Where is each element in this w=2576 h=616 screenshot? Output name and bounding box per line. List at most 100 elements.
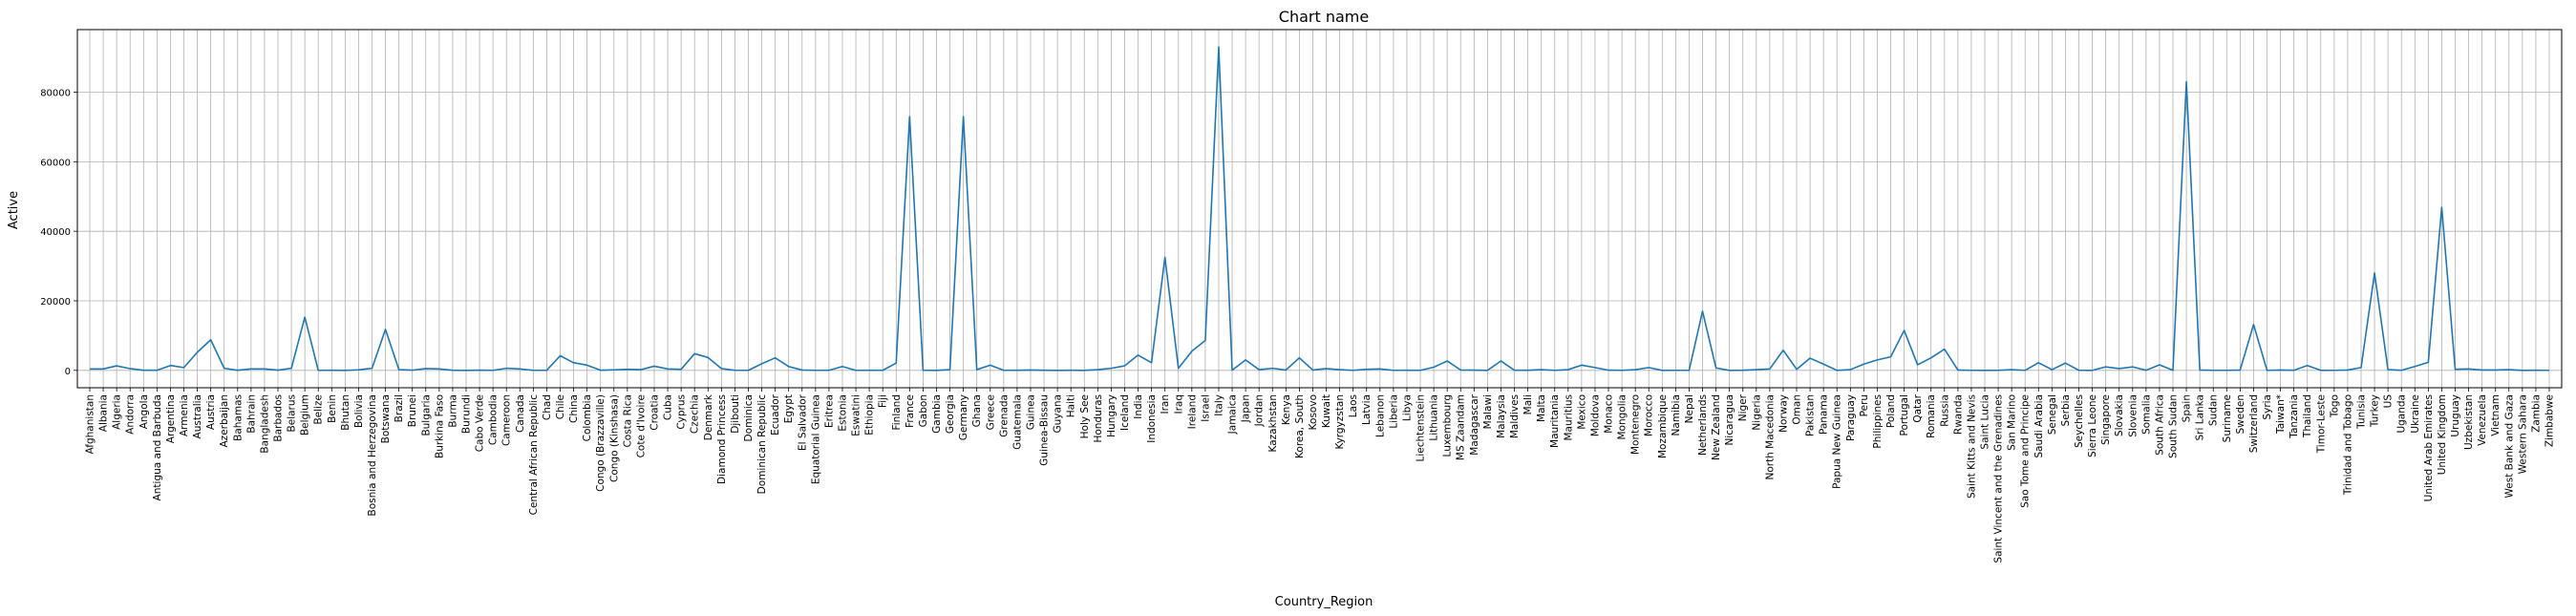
plot-frame — [76, 29, 2563, 389]
x-tick-label: Canada — [515, 394, 526, 433]
x-tick-label: Kyrgyzstan — [1334, 394, 1346, 450]
x-tick-label: US — [2383, 394, 2395, 409]
series-active — [90, 46, 2549, 372]
x-tick-label: Latvia — [1361, 394, 1373, 425]
x-tick-label: Georgia — [945, 394, 956, 434]
x-tick-label: Ireland — [1186, 394, 1198, 429]
x-tick-label: Cambodia — [488, 394, 500, 445]
x-tick-label: Serbia — [2060, 394, 2072, 426]
x-tick-label: Central African Republic — [528, 394, 540, 516]
x-tick-label: Ghana — [971, 394, 983, 427]
x-tick-label: Chad — [542, 394, 553, 420]
x-tick-label: Eritrea — [823, 394, 835, 428]
x-tick-label: Iraq — [1173, 394, 1184, 414]
x-tick-label: Russia — [1939, 394, 1950, 427]
x-tick-label: Sao Tome and Principe — [2020, 394, 2032, 508]
x-tick-label: Honduras — [1093, 394, 1104, 443]
x-tick-label: Ecuador — [770, 393, 781, 435]
y-axis-label: Active — [7, 191, 21, 229]
x-tick-label: Japan — [1241, 394, 1252, 423]
x-tick-label: Senegal — [2047, 394, 2058, 435]
x-tick-label: Zambia — [2530, 394, 2542, 433]
x-tick-label: Djibouti — [730, 394, 741, 434]
x-tick-label: Togo — [2329, 394, 2340, 418]
x-tick-label: Namibia — [1671, 394, 1682, 435]
x-tick-label: United Arab Emirates — [2423, 394, 2435, 501]
x-tick-label: Gambia — [931, 394, 943, 434]
x-tick-label: Kosovo — [1308, 394, 1319, 430]
y-tick-label: 20000 — [40, 297, 71, 308]
x-tick-label: Montenegro — [1630, 394, 1642, 455]
x-tick-label: Angola — [138, 394, 150, 429]
x-tick-label: South Sudan — [2168, 394, 2180, 458]
x-tick-label: Bhutan — [340, 394, 351, 431]
x-tick-label: Burkina Faso — [434, 394, 445, 458]
x-tick-label: Trinidad and Tobago — [2342, 394, 2353, 496]
x-tick-label: Bangladesh — [259, 394, 270, 454]
x-tick-label: Uzbekistan — [2463, 394, 2475, 450]
x-tick-label: Burundi — [460, 394, 472, 434]
x-tick-label: Morocco — [1644, 394, 1655, 436]
x-tick-label: Burma — [447, 394, 458, 428]
x-tick-label: Egypt — [783, 394, 795, 423]
x-tick-label: Papua New Guinea — [1832, 394, 1843, 489]
x-tick-label: El Salvador — [797, 393, 808, 451]
x-tick-label: Tunisia — [2356, 394, 2368, 430]
y-tick-label: 80000 — [40, 89, 71, 99]
x-tick-label: Liechtenstein — [1416, 394, 1427, 462]
x-tick-label: Bolivia — [353, 394, 365, 428]
x-tick-label: Peru — [1859, 394, 1870, 416]
x-tick-label: Bahamas — [232, 394, 244, 441]
x-tick-label: Indonesia — [1146, 394, 1158, 443]
x-tick-label: Brunei — [407, 394, 418, 427]
x-tick-label: United Kingdom — [2437, 394, 2448, 475]
y-tick-label: 0 — [65, 367, 71, 377]
x-tick-label: Jordan — [1254, 394, 1266, 427]
x-tick-label: China — [568, 394, 580, 423]
x-tick-label: Suriname — [2222, 394, 2233, 442]
x-tick-label: Bahrain — [245, 394, 257, 434]
x-tick-label: West Bank and Gaza — [2503, 394, 2515, 498]
x-tick-label: Iran — [1160, 394, 1171, 414]
x-tick-label: Guyana — [1053, 394, 1064, 434]
x-tick-label: Australia — [192, 394, 203, 438]
x-tick-label: Mozambique — [1657, 394, 1669, 458]
x-tick-label: Jamaica — [1227, 394, 1239, 435]
x-tick-label: Bulgaria — [420, 394, 432, 436]
x-tick-label: New Zealand — [1711, 394, 1722, 460]
x-tick-label: Iceland — [1119, 394, 1131, 431]
x-tick-label: Madagascar — [1469, 393, 1480, 455]
x-tick-label: Barbados — [272, 394, 284, 442]
x-tick-label: San Marino — [2007, 394, 2018, 451]
x-tick-label: South Africa — [2154, 394, 2165, 456]
x-tick-label: Estonia — [837, 394, 848, 432]
x-tick-label: Italy — [1213, 394, 1224, 416]
x-tick-label: Hungary — [1106, 394, 1118, 437]
x-tick-label: Malta — [1536, 394, 1547, 422]
x-tick-label: Mauritius — [1563, 394, 1574, 441]
x-tick-label: Tanzania — [2289, 394, 2300, 439]
x-tick-label: Sri Lanka — [2195, 394, 2206, 441]
x-tick-label: Congo (Brazzaville) — [595, 394, 607, 492]
x-tick-label: Nigeria — [1751, 394, 1762, 431]
x-tick-label: Zimbabwe — [2544, 394, 2555, 447]
x-tick-label: Cameroon — [501, 394, 513, 446]
grid — [77, 30, 2562, 388]
x-tick-label: Algeria — [112, 394, 123, 430]
x-tick-label: Qatar — [1912, 393, 1924, 422]
x-tick-label: Haiti — [1066, 394, 1077, 417]
x-tick-label: Argentina — [165, 394, 177, 443]
x-tick-label: Singapore — [2100, 394, 2112, 445]
x-tick-label: Greece — [985, 394, 996, 430]
x-tick-label: Holy See — [1079, 394, 1091, 438]
x-axis-ticks: Afghanistan Albania Algeria Andorra Angola An… — [85, 388, 2555, 563]
x-tick-label: Switzerland — [2248, 394, 2260, 453]
x-tick-label: Brazil — [394, 394, 405, 422]
x-tick-label: Philippines — [1872, 394, 1884, 449]
x-tick-label: Slovenia — [2127, 394, 2139, 437]
x-tick-label: Thailand — [2302, 394, 2313, 438]
x-tick-label: Equatorial Guinea — [810, 394, 821, 484]
x-tick-label: Maldives — [1509, 394, 1521, 438]
x-tick-label: Paraguay — [1845, 394, 1857, 441]
x-tick-label: Slovakia — [2114, 394, 2125, 436]
